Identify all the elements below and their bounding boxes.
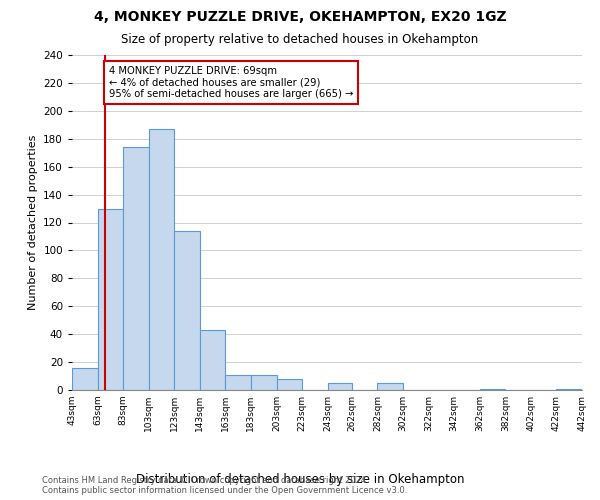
Bar (277, 379, 302, 390)
Bar (226, 374, 251, 390)
Bar (480, 388, 505, 390)
Bar (174, 231, 200, 390)
Bar (377, 383, 403, 390)
Bar (149, 129, 174, 390)
Bar (123, 147, 149, 390)
Text: 4 MONKEY PUZZLE DRIVE: 69sqm
← 4% of detached houses are smaller (29)
95% of sem: 4 MONKEY PUZZLE DRIVE: 69sqm ← 4% of det… (109, 66, 353, 100)
Text: Size of property relative to detached houses in Okehampton: Size of property relative to detached ho… (121, 32, 479, 46)
Bar (98, 208, 123, 390)
Text: Distribution of detached houses by size in Okehampton: Distribution of detached houses by size … (136, 472, 464, 486)
Y-axis label: Number of detached properties: Number of detached properties (28, 135, 38, 310)
Bar (200, 330, 226, 390)
Bar (251, 374, 277, 390)
Bar (72, 368, 98, 390)
Text: 4, MONKEY PUZZLE DRIVE, OKEHAMPTON, EX20 1GZ: 4, MONKEY PUZZLE DRIVE, OKEHAMPTON, EX20… (94, 10, 506, 24)
Bar (328, 383, 352, 390)
Bar (556, 388, 582, 390)
Text: Contains HM Land Registry data © Crown copyright and database right 2024.
Contai: Contains HM Land Registry data © Crown c… (42, 476, 407, 495)
